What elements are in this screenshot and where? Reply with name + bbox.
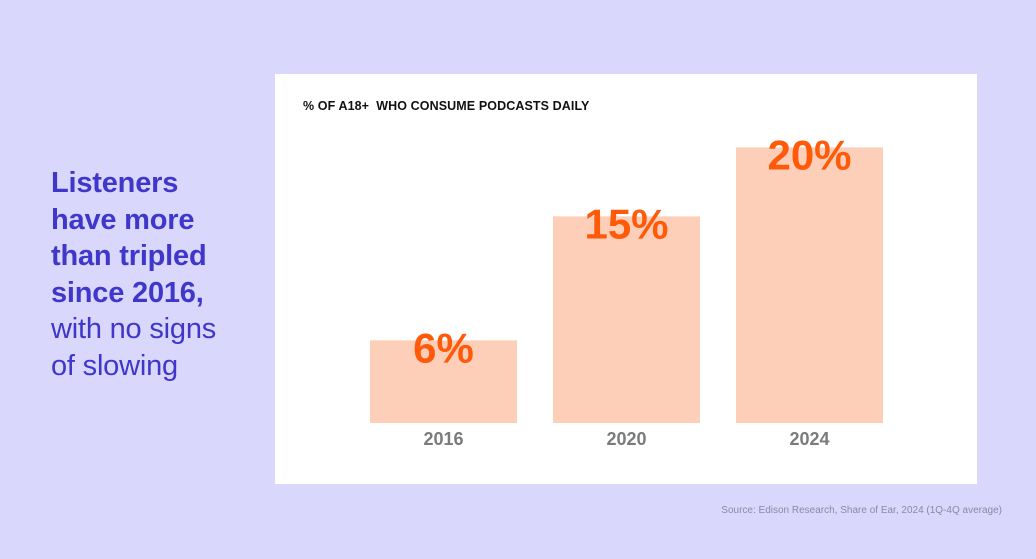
headline-line: Listeners [51, 167, 179, 199]
chart-card: % OF A18+ WHO CONSUME PODCASTS DAILY 6% 2… [275, 74, 977, 484]
headline-subline: with no signs [51, 313, 217, 345]
bar-2016 [370, 340, 517, 423]
category-label-2020: 2020 [606, 429, 646, 449]
value-label-2020: 15% [584, 200, 668, 247]
headline-line: have more [51, 203, 195, 236]
source-note: Source: Edison Research, Share of Ear, 2… [721, 505, 1002, 516]
category-label-2024: 2024 [789, 429, 829, 449]
value-label-2024: 20% [767, 131, 851, 178]
bar-chart: 6% 2016 15% 2020 20% 2024 [370, 131, 883, 449]
bar-2020 [553, 216, 700, 423]
value-label-2016: 6% [413, 324, 474, 371]
headline-line: than tripled [51, 240, 207, 272]
headline-line: since 2016, [51, 276, 204, 309]
category-label-2016: 2016 [423, 429, 463, 449]
chart-title: % OF A18+ WHO CONSUME PODCASTS DAILY [303, 99, 590, 113]
bar-2024 [736, 147, 883, 423]
headline-subline: of slowing [51, 349, 178, 382]
headline: Listeners have more than tripled since 2… [51, 165, 266, 384]
